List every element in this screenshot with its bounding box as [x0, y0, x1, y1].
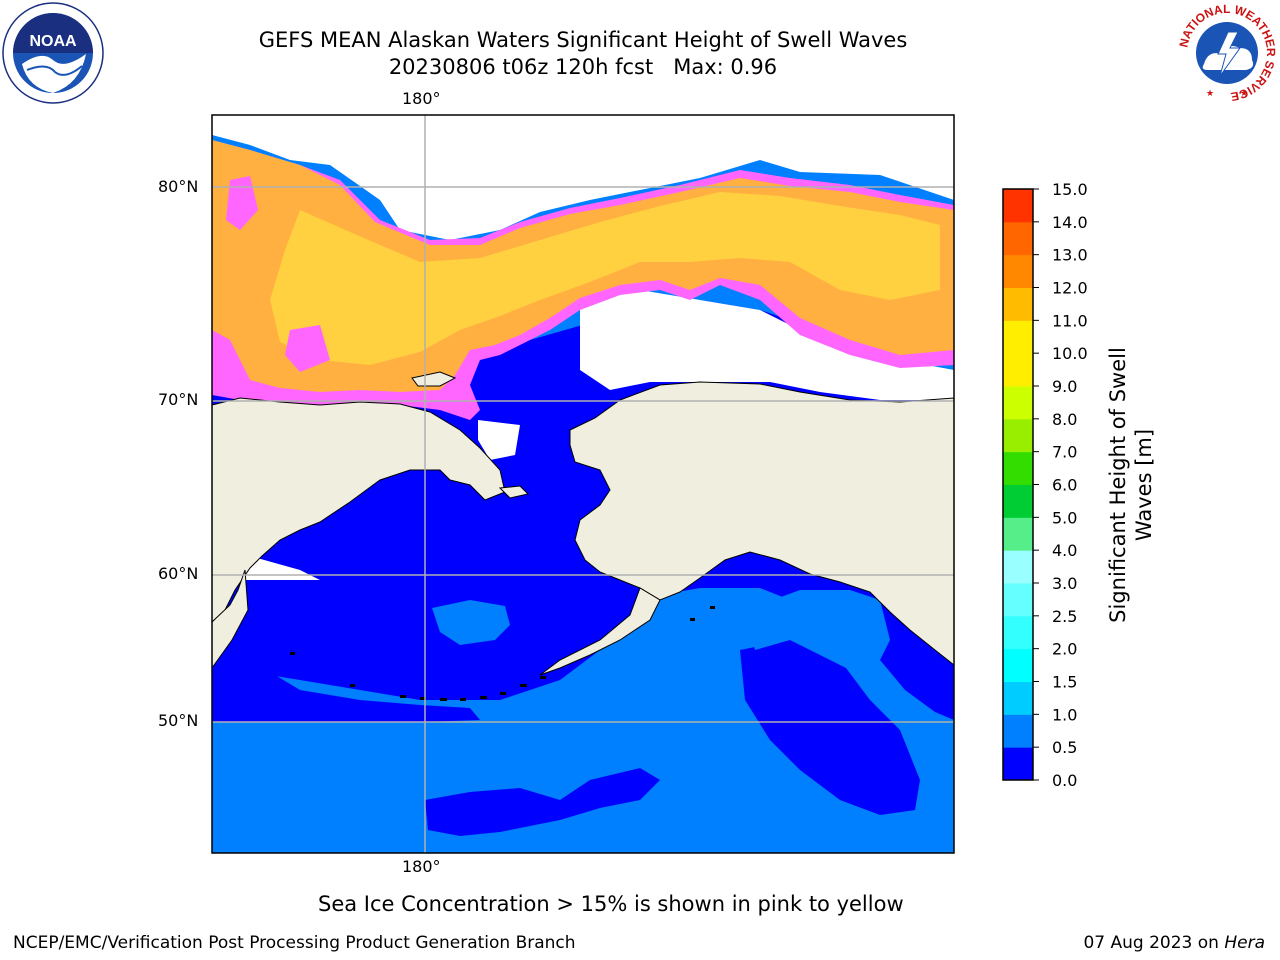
colorbar-label: Significant Height of Swell Waves [m] — [1106, 347, 1156, 623]
footer-credit: NCEP/EMC/Verification Post Processing Pr… — [13, 933, 576, 953]
colorbar-tick-label: 6.0 — [1052, 476, 1077, 495]
colorbar-tick-label: 5.0 — [1052, 508, 1077, 527]
ocean-mid-patch — [432, 600, 510, 645]
plot-subtitle: 20230806 t06z 120h fcst Max: 0.96 — [388, 55, 778, 79]
sea-ice-pink-patch — [226, 176, 258, 230]
colorbar-tick-label: 1.0 — [1052, 705, 1077, 724]
colorbar-segment — [1003, 254, 1033, 288]
colorbar-segment — [1003, 221, 1033, 256]
sea-ice-pink-patch — [285, 325, 330, 372]
colorbar-segment — [1003, 615, 1033, 650]
ocean-low-region — [740, 640, 920, 815]
colorbar-segment — [1003, 189, 1033, 223]
svg-text:★: ★ — [1206, 89, 1214, 99]
noaa-logo: NOAA — [2, 2, 104, 104]
colorbar-tick-label: 0.0 — [1052, 771, 1077, 790]
ocean-mid-patch — [745, 590, 890, 680]
colorbar-tick-label: 2.0 — [1052, 640, 1077, 659]
colorbar-tick-label: 9.0 — [1052, 377, 1077, 396]
colorbar-segment — [1003, 287, 1033, 321]
ocean-low-region — [212, 660, 480, 722]
colorbar-segment — [1003, 320, 1033, 354]
colorbar-segment — [1003, 583, 1033, 617]
plot-title: GEFS MEAN Alaskan Waters Significant Hei… — [258, 28, 908, 52]
colorbar-tick-label: 2.5 — [1052, 607, 1077, 626]
land-siberia — [212, 397, 506, 626]
map-frame — [211, 114, 955, 854]
colorbar: 0.0 0.5 1.0 1.5 2.0 2.5 3.0 4.0 5.0 6.0 7.0 8.0 9.0 1… — [1002, 180, 1088, 790]
no-data-region — [212, 115, 954, 240]
colorbar-tick-label: 4.0 — [1052, 541, 1077, 560]
footer-date-text: 07 Aug 2023 on — [1083, 933, 1225, 953]
colorbar-segment — [1003, 747, 1033, 781]
graticule — [212, 115, 954, 853]
colorbar-segment — [1003, 353, 1033, 387]
no-data-region — [580, 290, 954, 400]
ocean-low-region — [425, 768, 660, 836]
lon-label-top: 180° — [402, 89, 441, 108]
colorbar-segment — [1003, 648, 1033, 682]
colorbar-tick-label: 8.0 — [1052, 410, 1077, 429]
colorbar-segment — [1003, 484, 1033, 518]
land-kamchatka — [212, 569, 249, 669]
lat-label-60n: 60°N — [158, 564, 199, 583]
caption: Sea Ice Concentration > 15% is shown in … — [318, 892, 904, 916]
land-alaska — [569, 381, 954, 666]
lat-label-80n: 80°N — [158, 177, 199, 196]
sea-ice-core — [270, 192, 940, 365]
colorbar-segment — [1003, 451, 1033, 485]
land-st-lawrence-island — [498, 485, 529, 499]
colorbar-segment — [1003, 386, 1033, 420]
colorbar-tick-label: 1.5 — [1052, 673, 1077, 692]
land-wrangel-island — [411, 371, 457, 387]
footer-host: Hera — [1224, 933, 1265, 953]
noaa-logo-text: NOAA — [29, 33, 77, 50]
colorbar-segment — [1003, 550, 1033, 584]
lat-label-70n: 70°N — [158, 390, 199, 409]
colorbar-tick-label: 14.0 — [1052, 213, 1088, 232]
colorbar-segment — [1003, 681, 1033, 715]
svg-text:★: ★ — [1240, 89, 1248, 99]
colorbar-tick-label: 7.0 — [1052, 443, 1077, 462]
colorbar-tick-label: 13.0 — [1052, 246, 1088, 265]
no-data-region — [478, 420, 520, 460]
colorbar-tick-label: 12.0 — [1052, 279, 1088, 298]
colorbar-tick-label: 15.0 — [1052, 180, 1088, 199]
colorbar-tick-label: 11.0 — [1052, 311, 1088, 330]
colorbar-segment — [1003, 517, 1033, 551]
colorbar-tick-label: 0.5 — [1052, 738, 1077, 757]
lon-label-bottom: 180° — [402, 857, 441, 876]
land-alaska-peninsula — [539, 587, 661, 676]
colorbar-segment — [1003, 714, 1033, 748]
footer-date: 07 Aug 2023 on Hera — [1083, 932, 1265, 954]
colorbar-tick-label: 3.0 — [1052, 574, 1077, 593]
colorbar-tick-label: 10.0 — [1052, 344, 1088, 363]
nws-logo: NATIONAL WEATHER SERVICE ★ ★ — [1176, 2, 1278, 104]
colorbar-segment — [1003, 418, 1033, 453]
aleutian-islands — [290, 606, 715, 701]
lat-label-50n: 50°N — [158, 711, 199, 730]
